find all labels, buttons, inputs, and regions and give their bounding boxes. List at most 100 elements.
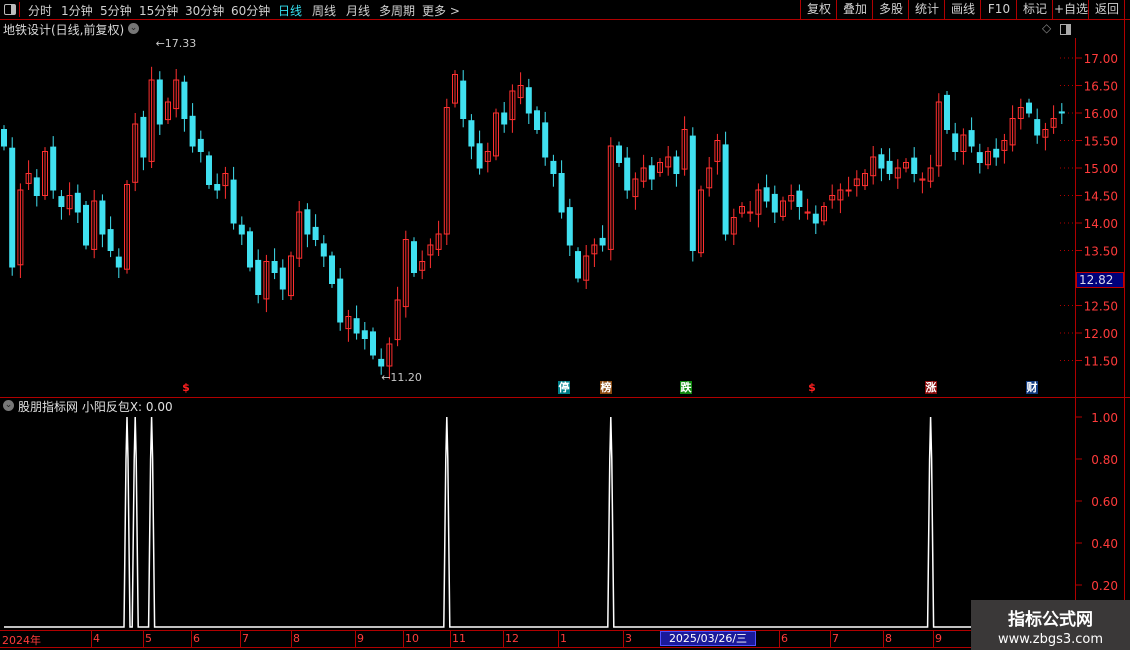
panel-toggle-icon[interactable] bbox=[1060, 24, 1071, 35]
y-tick-label: 16.00 bbox=[1084, 107, 1118, 121]
candle bbox=[9, 137, 16, 276]
layout-toggle-icon[interactable] bbox=[2, 2, 20, 17]
candle bbox=[1042, 122, 1049, 151]
tab-period-9[interactable]: 多周期 bbox=[379, 4, 416, 18]
watermark: 指标公式网 www.zbgs3.com bbox=[971, 600, 1130, 650]
time-axis-label: 9 bbox=[357, 632, 364, 645]
chevron-down-icon[interactable]: ⌄ bbox=[3, 400, 14, 411]
tab-period-6[interactable]: 日线 bbox=[278, 4, 303, 18]
time-axis-label: 4 bbox=[93, 632, 100, 645]
candle bbox=[419, 250, 426, 280]
diamond-icon[interactable]: ◇ bbox=[1042, 21, 1052, 35]
low-price-label: ←11.20 bbox=[381, 371, 422, 384]
candle bbox=[17, 183, 24, 278]
chart-title: 地铁设计(日线,前复权) bbox=[3, 23, 125, 37]
indicator-title: 股朋指标网 小阳反包X: 0.00 bbox=[18, 400, 173, 414]
y-tick-label: 14.50 bbox=[1084, 190, 1118, 204]
candle bbox=[361, 322, 368, 350]
tab-period-3[interactable]: 15分钟 bbox=[139, 4, 179, 18]
chevron-down-icon[interactable]: ⌄ bbox=[128, 23, 139, 34]
candle bbox=[115, 248, 122, 278]
candle bbox=[386, 337, 393, 380]
time-axis-separator bbox=[403, 631, 404, 647]
candle bbox=[468, 114, 475, 160]
time-axis-label: 8 bbox=[293, 632, 300, 645]
y-tick-label: 15.00 bbox=[1084, 162, 1118, 176]
candle bbox=[837, 183, 844, 214]
tab-period-10[interactable]: 更多 > bbox=[422, 4, 460, 18]
time-axis-label: 3 bbox=[625, 632, 632, 645]
candle bbox=[689, 127, 696, 262]
candle bbox=[607, 137, 614, 261]
candle bbox=[493, 108, 499, 161]
candle bbox=[632, 172, 639, 210]
time-axis-separator bbox=[191, 631, 192, 647]
watermark-url: www.zbgs3.com bbox=[997, 632, 1104, 647]
tab-period-8[interactable]: 月线 bbox=[346, 4, 371, 18]
candle bbox=[329, 251, 335, 288]
high-price-label: ←17.33 bbox=[156, 38, 197, 50]
candle bbox=[796, 184, 803, 220]
event-marker[interactable]: $ bbox=[182, 381, 190, 394]
toolbar-button-8[interactable]: 返回 bbox=[1088, 0, 1125, 19]
candle bbox=[534, 106, 540, 134]
candle bbox=[993, 138, 1000, 166]
time-axis-label: 11 bbox=[452, 632, 466, 645]
candle bbox=[525, 78, 532, 124]
candle bbox=[763, 174, 770, 208]
y-tick-label: 15.50 bbox=[1084, 135, 1118, 149]
toolbar-button-5[interactable]: F10 bbox=[980, 0, 1017, 19]
toolbar-button-6[interactable]: 标记 bbox=[1016, 0, 1053, 19]
candle bbox=[730, 208, 737, 245]
pane-divider[interactable] bbox=[0, 397, 1130, 398]
candle bbox=[788, 184, 795, 210]
candle bbox=[230, 166, 237, 230]
toolbar-button-0[interactable]: 复权 bbox=[800, 0, 837, 19]
tab-period-4[interactable]: 30分钟 bbox=[185, 4, 225, 18]
candle bbox=[247, 227, 253, 272]
event-marker[interactable]: 财 bbox=[1026, 381, 1038, 394]
time-axis-top bbox=[0, 630, 1130, 631]
time-axis-separator bbox=[830, 631, 831, 647]
candle bbox=[501, 102, 508, 133]
candle bbox=[853, 170, 860, 197]
event-marker[interactable]: 涨 bbox=[925, 381, 937, 394]
candle bbox=[148, 66, 155, 168]
candle bbox=[722, 131, 729, 241]
y-tick-label: 13.50 bbox=[1084, 245, 1118, 259]
indicator-chart[interactable]: 1.00 0.80 0.60 0.40 0.20 bbox=[0, 398, 1130, 630]
event-marker[interactable]: 榜 bbox=[600, 381, 612, 394]
time-axis-separator bbox=[143, 631, 144, 647]
toolbar-button-3[interactable]: 统计 bbox=[908, 0, 945, 19]
candlestick-chart[interactable]: 17.00 16.50 16.00 15.50 15.00 14.50 14.00 13.50… bbox=[0, 38, 1130, 397]
toolbar-button-1[interactable]: 叠加 bbox=[836, 0, 873, 19]
candle bbox=[862, 169, 868, 190]
event-marker[interactable]: 停 bbox=[558, 381, 570, 394]
time-axis-separator bbox=[623, 631, 624, 647]
event-marker[interactable]: 跌 bbox=[680, 381, 692, 394]
y-tick-label: 12.50 bbox=[1084, 300, 1118, 314]
tab-period-7[interactable]: 周线 bbox=[312, 4, 337, 18]
candle bbox=[517, 72, 524, 105]
candle bbox=[460, 70, 467, 128]
tab-period-2[interactable]: 5分钟 bbox=[100, 4, 132, 18]
candle bbox=[985, 147, 991, 170]
candle bbox=[665, 146, 672, 176]
candle bbox=[173, 69, 180, 118]
tab-period-5[interactable]: 60分钟 bbox=[231, 4, 271, 18]
tab-period-0[interactable]: 分时 bbox=[28, 4, 53, 18]
candle bbox=[509, 84, 516, 133]
axis-edge bbox=[1124, 20, 1125, 650]
tab-period-1[interactable]: 1分钟 bbox=[61, 4, 93, 18]
candle bbox=[944, 91, 950, 134]
candle bbox=[378, 348, 385, 375]
candle bbox=[25, 160, 32, 190]
toolbar-button-2[interactable]: 多股 bbox=[872, 0, 909, 19]
toolbar-button-7[interactable]: +自选 bbox=[1052, 0, 1089, 19]
event-marker[interactable]: $ bbox=[808, 381, 816, 394]
candle bbox=[599, 225, 606, 252]
y-tick-label: 11.50 bbox=[1084, 355, 1118, 369]
candle bbox=[140, 110, 147, 171]
axis-divider bbox=[1075, 38, 1076, 650]
toolbar-button-4[interactable]: 画线 bbox=[944, 0, 981, 19]
